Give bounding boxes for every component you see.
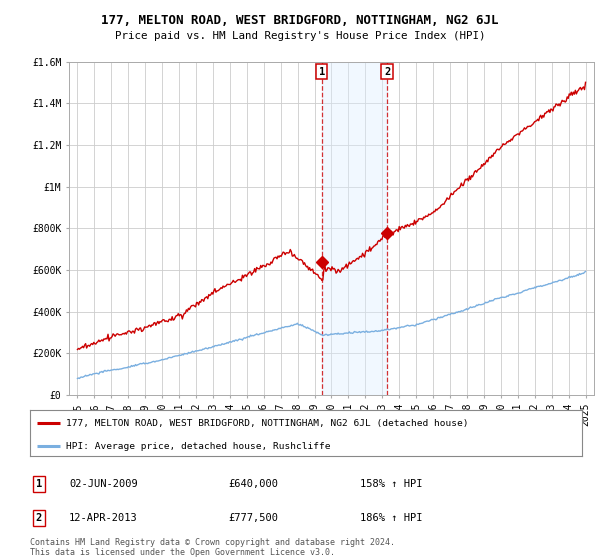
Text: 1: 1 <box>36 479 42 489</box>
Text: £640,000: £640,000 <box>228 479 278 489</box>
Text: 1: 1 <box>319 67 325 77</box>
Text: 158% ↑ HPI: 158% ↑ HPI <box>360 479 422 489</box>
Bar <box>322 62 387 395</box>
Text: 2: 2 <box>384 67 390 77</box>
Text: 177, MELTON ROAD, WEST BRIDGFORD, NOTTINGHAM, NG2 6JL: 177, MELTON ROAD, WEST BRIDGFORD, NOTTIN… <box>101 14 499 27</box>
Text: HPI: Average price, detached house, Rushcliffe: HPI: Average price, detached house, Rush… <box>66 442 331 451</box>
Text: £777,500: £777,500 <box>228 513 278 523</box>
Text: 186% ↑ HPI: 186% ↑ HPI <box>360 513 422 523</box>
Text: 12-APR-2013: 12-APR-2013 <box>69 513 138 523</box>
Text: Contains HM Land Registry data © Crown copyright and database right 2024.
This d: Contains HM Land Registry data © Crown c… <box>30 538 395 557</box>
Text: 02-JUN-2009: 02-JUN-2009 <box>69 479 138 489</box>
Text: 177, MELTON ROAD, WEST BRIDGFORD, NOTTINGHAM, NG2 6JL (detached house): 177, MELTON ROAD, WEST BRIDGFORD, NOTTIN… <box>66 419 469 428</box>
Text: 2: 2 <box>36 513 42 523</box>
Text: Price paid vs. HM Land Registry's House Price Index (HPI): Price paid vs. HM Land Registry's House … <box>115 31 485 41</box>
